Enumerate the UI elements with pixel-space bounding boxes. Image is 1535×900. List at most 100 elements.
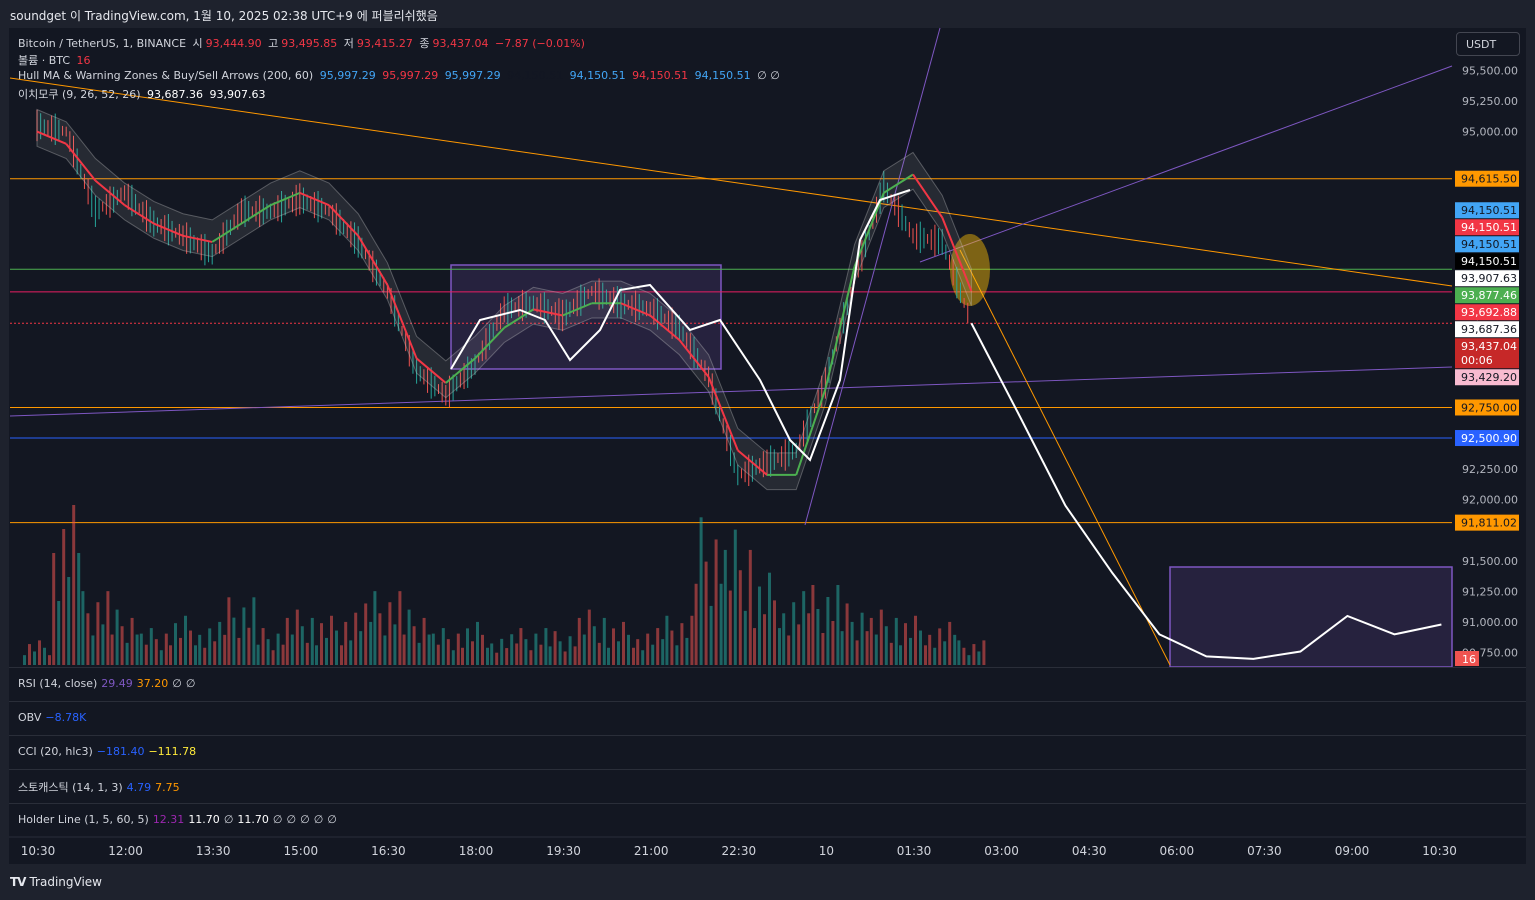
volume-bar	[266, 639, 270, 665]
hull-ma-segment	[649, 314, 681, 341]
volume-bar	[723, 549, 727, 665]
cci-label: CCI (20, hlc3) −181.40 −111.78	[18, 745, 197, 758]
price-tag-label: 93,907.63	[1461, 272, 1517, 285]
hull-ma-segment	[737, 449, 768, 476]
volume-bar	[656, 628, 660, 665]
time-tick-label: 06:00	[1160, 844, 1195, 858]
hull-value: 94,150.51	[569, 69, 626, 82]
volume-bar	[330, 615, 333, 665]
time-tick-label: 10:30	[1422, 844, 1457, 858]
volume-bar	[281, 644, 285, 665]
indicator-value: −111.78	[148, 745, 197, 758]
cci-pane[interactable]: CCI (20, hlc3) −181.40 −111.78	[9, 735, 1526, 770]
publish-bar: soundget 이 TradingView.com, 1월 10, 2025 …	[0, 0, 1535, 28]
stochastic-pane[interactable]: 스토캐스틱 (14, 1, 3) 4.79 7.75	[9, 769, 1526, 804]
volume-bar	[144, 644, 148, 665]
volume-bar	[208, 628, 212, 665]
ichimoku-label[interactable]: 이치모쿠 (9, 26, 52, 26)	[18, 88, 141, 101]
volume-bar	[261, 628, 265, 665]
hull-label[interactable]: Hull MA & Warning Zones & Buy/Sell Arrow…	[18, 69, 314, 82]
hull-ma-segment	[707, 376, 739, 451]
volume-bar	[665, 615, 669, 665]
volume-bar	[412, 626, 416, 665]
volume-bar	[174, 623, 177, 665]
tradingview-logo[interactable]: TV TradingView	[10, 875, 102, 889]
volume-bar	[694, 583, 698, 665]
forecast-path	[970, 322, 1442, 660]
rsi-pane[interactable]: RSI (14, close) 29.49 37.20 ∅ ∅	[9, 667, 1526, 702]
volume-bar	[811, 585, 815, 665]
volume-bar	[840, 631, 844, 665]
hull-value: 95,997.29	[382, 69, 439, 82]
volume-bar	[407, 609, 411, 665]
volume-bar	[515, 643, 519, 665]
low-label: 저	[343, 37, 354, 50]
hull-ma-segment	[620, 302, 651, 317]
volume-label[interactable]: 볼륨 · BTC	[18, 54, 71, 67]
symbol-name[interactable]: Bitcoin / TetherUS, 1, BINANCE	[18, 37, 187, 50]
price-tag	[1455, 253, 1519, 270]
volume-bar	[587, 609, 591, 665]
volume-bar	[227, 597, 231, 665]
time-tick-label: 01:30	[897, 844, 932, 858]
volume-bar	[972, 644, 976, 665]
volume-bar	[646, 633, 650, 665]
volume-bar	[364, 603, 368, 665]
volume-bar	[957, 640, 961, 665]
volume-bar	[52, 553, 56, 665]
volume-bar	[495, 652, 499, 665]
volume-bar	[325, 637, 328, 665]
symbol-legend: Bitcoin / TetherUS, 1, BINANCE 시 93,444.9…	[18, 35, 588, 51]
ichimoku-value: 93,907.63	[209, 88, 266, 101]
indicator-value: ∅	[313, 813, 324, 826]
hull-ma-segment	[270, 191, 301, 207]
volume-bar	[441, 628, 445, 665]
volume-bar	[943, 641, 947, 665]
hull-ma-segment	[153, 222, 184, 237]
indicator-value: ∅	[327, 813, 337, 826]
volume-bar	[72, 505, 76, 665]
volume-bar	[816, 609, 820, 665]
volume-bar	[807, 613, 811, 665]
chart-frame[interactable]	[9, 28, 1526, 864]
volume-bar	[563, 651, 567, 665]
volume-bar	[189, 630, 192, 665]
volume-bar	[602, 617, 606, 665]
hull-ma-segment	[357, 235, 389, 286]
holder-line-pane[interactable]: Holder Line (1, 5, 60, 5) 12.31 11.70 ∅ 11.7…	[9, 803, 1526, 838]
volume-bar	[685, 637, 689, 665]
volume-bar	[198, 634, 202, 665]
hull-value: 95,997.29	[444, 69, 501, 82]
volume-bar	[285, 617, 289, 665]
volume-bar	[928, 634, 932, 665]
volume-bar	[38, 640, 41, 665]
volume-bar	[889, 642, 893, 665]
volume-bar	[461, 647, 464, 665]
volume-bar	[845, 603, 849, 665]
volume-bar	[344, 621, 348, 665]
volume-bar	[247, 627, 251, 665]
volume-bar	[826, 597, 830, 665]
time-tick-label: 04:30	[1072, 844, 1107, 858]
volume-bar	[106, 591, 110, 665]
indicator-value: 11.70	[237, 813, 269, 826]
volume-bar	[96, 602, 100, 665]
obv-pane[interactable]: OBV −8.78K	[9, 701, 1526, 736]
price-tick-label: 92,250.00	[1462, 463, 1518, 476]
volume-bar	[398, 591, 402, 665]
volume-bar	[67, 577, 71, 665]
volume-bar	[938, 628, 942, 665]
volume-bar	[534, 633, 538, 665]
volume-bar	[709, 605, 713, 665]
volume-bar	[753, 628, 756, 665]
volume-bar	[369, 621, 373, 665]
volume-bar	[884, 626, 888, 665]
forecast-box	[1169, 566, 1453, 668]
currency-button[interactable]: USDT	[1456, 32, 1520, 56]
volume-bar	[315, 645, 318, 665]
volume-bar	[335, 630, 338, 665]
price-tag	[1455, 321, 1519, 338]
hull-value: 94,150.51	[507, 69, 564, 82]
volume-bar	[982, 640, 986, 665]
